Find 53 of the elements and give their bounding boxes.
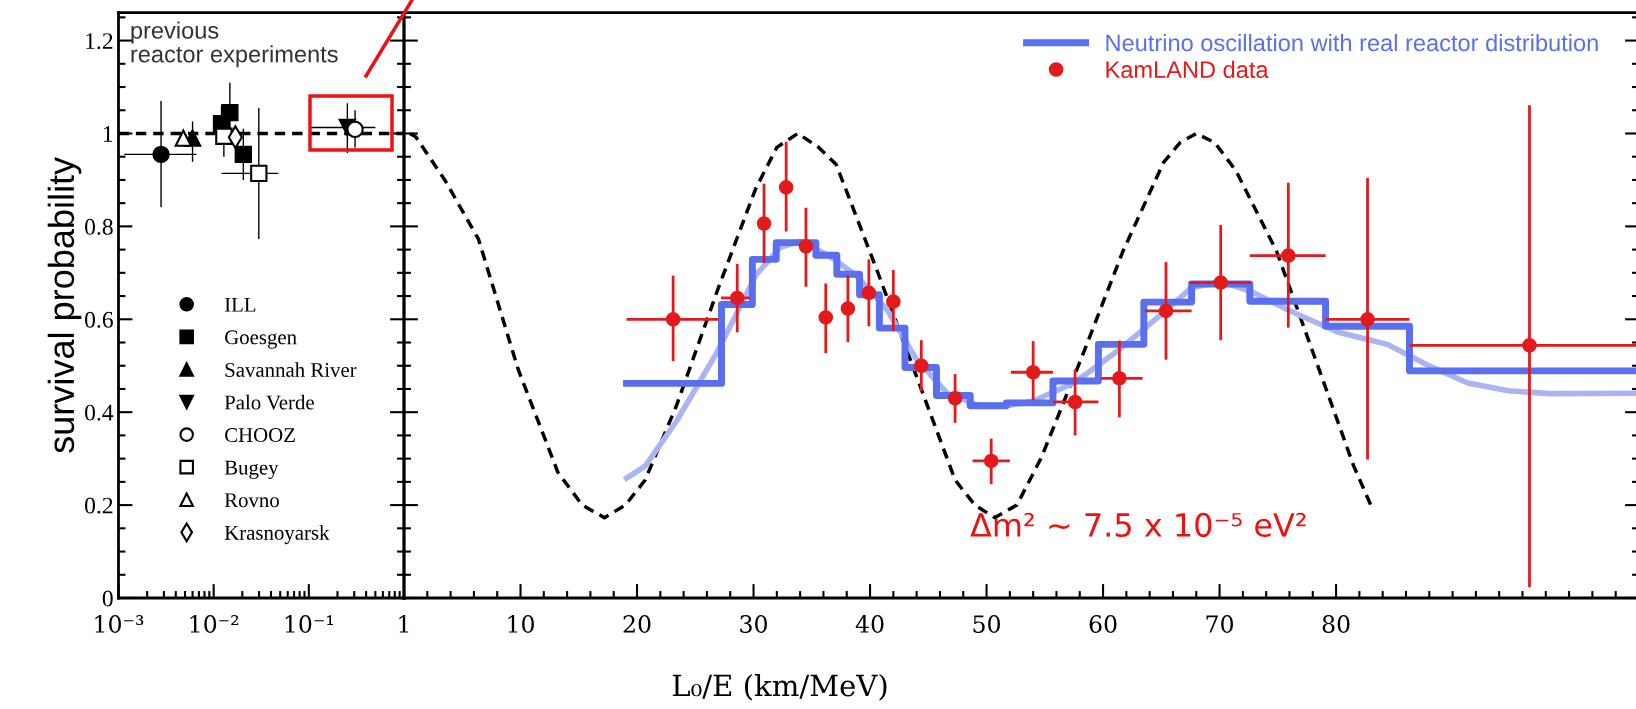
x-axis-title: L₀/E (km/MeV) [672, 673, 887, 701]
x-tick-label: 10⁻³ [95, 615, 144, 633]
legend-label: Goesgen [225, 330, 297, 349]
y-tick-label: 0 [102, 590, 113, 607]
point [1025, 364, 1041, 380]
point [1281, 248, 1296, 263]
legend-label: Neutrino oscillation with real reactor distribution [1106, 33, 1598, 52]
x-tick-label: 30 [740, 615, 767, 633]
x-tick-label: 50 [973, 615, 1000, 633]
point [798, 239, 814, 254]
y-tick-label: 0.4 [85, 404, 114, 421]
x-tick-label: 10⁻¹ [285, 615, 333, 633]
point [914, 358, 929, 374]
legend-label: ILL [224, 297, 256, 312]
legend-label: Savannah River [225, 362, 357, 377]
annotation: Δm² ~ 7.5 x 10⁻⁵ eV² [970, 512, 1306, 538]
x-tick-label: 10⁻² [190, 615, 239, 633]
point [1067, 394, 1083, 410]
x-tick-label: 20 [623, 615, 651, 633]
x-tick-label: 70 [1206, 615, 1234, 633]
point [818, 310, 834, 325]
annotation: previous reactor experiments [131, 21, 338, 68]
x-tick-label: 80 [1322, 615, 1350, 633]
legend-label: CHOOZ [225, 428, 295, 443]
legend-label: Bugey [224, 460, 279, 479]
x-tick-label: 10 [508, 615, 534, 633]
point [983, 453, 999, 469]
legend-label: KamLAND data [1106, 60, 1269, 79]
point [1213, 275, 1229, 290]
y-tick-label: 0.8 [85, 218, 113, 235]
point [665, 312, 681, 327]
legend-label: Krasnoyarsk [224, 525, 330, 545]
point [1158, 303, 1174, 319]
point [778, 180, 794, 195]
y-tick-label: 1 [103, 126, 113, 142]
point [886, 294, 901, 309]
point [729, 290, 745, 306]
y-tick-label: 0.6 [85, 311, 113, 328]
y-tick-label: 1.2 [86, 33, 113, 50]
y-axis-title: survival probability [47, 156, 82, 453]
x-tick-label: 1 [399, 615, 409, 633]
point [756, 216, 772, 231]
point [1112, 370, 1127, 386]
point [947, 390, 963, 406]
x-tick-label: 60 [1089, 615, 1117, 633]
point [840, 301, 856, 316]
legend-label: Palo Verde [224, 394, 314, 410]
point [861, 285, 877, 301]
y-tick-label: 0.2 [85, 497, 113, 514]
x-tick-label: 40 [855, 615, 884, 633]
point [1360, 312, 1375, 327]
point [1522, 338, 1537, 353]
legend-label: Rovno [224, 493, 279, 508]
